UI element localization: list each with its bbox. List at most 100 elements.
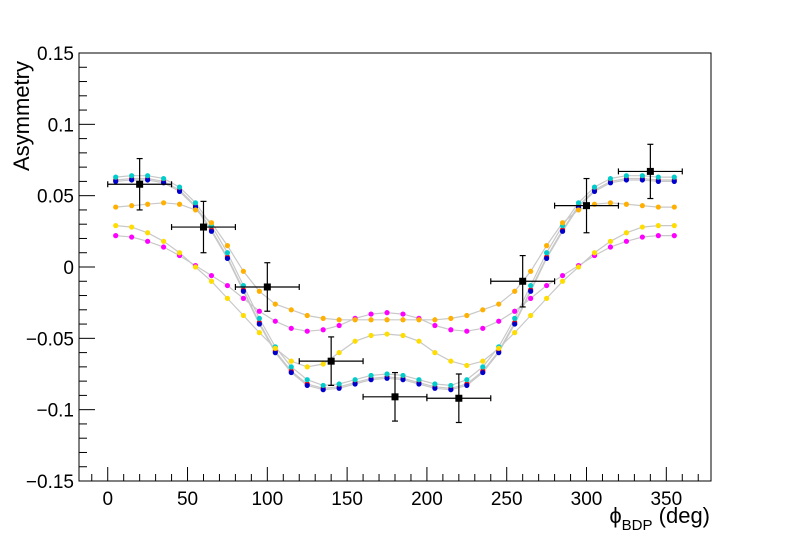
model-point [113, 204, 119, 210]
model-point [448, 358, 454, 364]
model-point [320, 387, 326, 393]
x-tick-label: 100 [251, 489, 283, 510]
model-point [208, 220, 215, 226]
data-point-marker [519, 277, 527, 285]
model-point [368, 311, 374, 317]
model-point [256, 315, 262, 321]
model-point [400, 317, 406, 323]
model-point [384, 375, 390, 381]
model-point [145, 173, 151, 179]
model-point [623, 177, 630, 183]
model-point [192, 207, 199, 213]
model-point [224, 282, 231, 289]
data-point-marker [136, 180, 144, 188]
model-point [559, 272, 566, 279]
model-point [256, 288, 262, 294]
model-point [129, 177, 135, 183]
model-point [464, 382, 470, 389]
model-point [288, 325, 294, 331]
model-point [240, 268, 246, 274]
model-point [528, 268, 534, 274]
data-point-marker [263, 283, 271, 291]
model-point [304, 328, 310, 334]
model-point [671, 223, 677, 229]
model-point [384, 317, 390, 323]
model-point [512, 288, 518, 294]
model-point [607, 200, 614, 206]
model-point [639, 173, 645, 179]
model-curve-line [115, 202, 675, 321]
model-point [368, 372, 374, 379]
y-tick-labels: −0.15 −0.1 −0.05 0 0.05 0.1 0.15 [26, 44, 74, 493]
model-point [639, 203, 645, 209]
y-tick-label: 0 [63, 258, 74, 279]
model-point [607, 180, 614, 186]
model-point [607, 238, 614, 244]
data-point-marker [391, 393, 399, 401]
model-point [432, 350, 438, 356]
model-point [160, 244, 167, 250]
model-point [607, 175, 614, 182]
model-point [336, 381, 342, 387]
model-point [129, 224, 135, 230]
measured-data [107, 143, 683, 424]
model-point [384, 371, 390, 377]
model-point [176, 184, 183, 190]
y-tick-label: 0.1 [48, 115, 74, 136]
model-point [448, 387, 454, 393]
model-point [432, 322, 438, 329]
model-point [623, 230, 630, 236]
model-point [224, 250, 231, 256]
model-point [528, 288, 534, 294]
model-point [240, 312, 246, 319]
model-point [671, 174, 677, 180]
model-point [512, 315, 518, 321]
model-point [352, 317, 358, 323]
model-point [671, 204, 677, 210]
x-axis-symbol: ϕ [609, 503, 621, 528]
model-point [559, 220, 566, 226]
model-curve-line [115, 225, 675, 368]
x-tick-label: 150 [331, 489, 363, 510]
model-point [145, 177, 151, 183]
x-tick-label: 200 [411, 489, 443, 510]
model-point [368, 317, 374, 323]
model-point [575, 264, 582, 270]
model-point [208, 228, 215, 234]
model-point [352, 381, 358, 387]
model-point [256, 330, 262, 336]
x-axis-title: ϕBDP (deg) [609, 503, 710, 534]
model-point [496, 301, 502, 307]
y-tick-label: −0.1 [36, 401, 74, 422]
model-point [176, 201, 183, 207]
model-point [288, 358, 294, 364]
model-point [352, 338, 358, 344]
model-point [384, 331, 390, 337]
y-axis-title: Asymmetry [9, 61, 34, 171]
y-tick-label: 0.15 [37, 44, 74, 65]
model-point [432, 381, 438, 387]
model-point [655, 233, 661, 239]
model-point [336, 350, 342, 356]
model-point [113, 223, 119, 229]
model-point [623, 238, 630, 244]
model-point [512, 330, 518, 336]
model-point [129, 203, 135, 209]
model-point [544, 243, 550, 249]
model-point [176, 188, 183, 194]
model-point [304, 364, 310, 370]
model-point [160, 175, 167, 182]
model-point [623, 201, 630, 207]
model-point [400, 372, 406, 379]
model-point [224, 255, 231, 262]
model-point [416, 377, 422, 383]
model-point [145, 238, 151, 244]
model-point [607, 244, 614, 250]
model-point [336, 322, 342, 329]
model-point [480, 307, 486, 313]
model-point [464, 328, 470, 334]
x-tick-label: 300 [571, 489, 603, 510]
model-point [655, 178, 661, 184]
data-point-marker [327, 357, 335, 365]
